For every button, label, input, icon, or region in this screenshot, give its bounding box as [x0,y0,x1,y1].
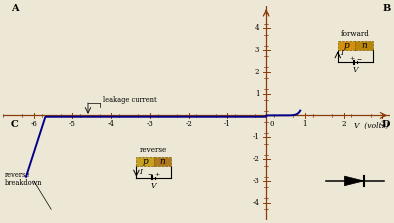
Text: leakage current: leakage current [104,96,157,104]
Text: -6: -6 [30,120,37,128]
Text: p: p [344,41,349,50]
Text: 3: 3 [255,46,259,54]
Text: I: I [340,49,343,57]
Bar [338,41,355,50]
Text: breakdown: breakdown [5,179,42,187]
Bar [154,157,171,166]
Polygon shape [344,176,364,186]
Text: n: n [361,41,367,50]
Text: 1: 1 [255,90,259,98]
Bar [355,41,373,50]
Text: -2: -2 [252,155,259,163]
Text: forward: forward [341,30,370,38]
Text: 0: 0 [269,120,274,128]
Text: V  (volts): V (volts) [353,122,388,130]
Text: I: I [139,168,142,176]
Text: B: B [382,4,390,13]
Text: A: A [11,4,18,13]
Text: n: n [160,157,165,166]
Text: −: − [148,172,153,177]
Text: 2: 2 [341,120,346,128]
Text: reverse: reverse [5,171,30,179]
Text: -1: -1 [252,133,259,141]
Text: −: − [356,56,361,61]
Text: V: V [353,66,358,74]
Text: C: C [11,120,18,129]
Text: reverse: reverse [140,146,167,154]
Text: -2: -2 [185,120,192,128]
Text: -1: -1 [224,120,231,128]
Text: +: + [349,56,354,61]
Text: p: p [142,157,148,166]
Text: 3: 3 [380,120,385,128]
Text: 1: 1 [303,120,307,128]
Bar [136,157,154,166]
Text: D: D [382,120,390,129]
Text: 2: 2 [255,68,259,76]
Text: -4: -4 [252,199,259,207]
Text: -4: -4 [108,120,115,128]
Text: +: + [155,172,160,177]
Text: -3: -3 [253,177,259,185]
Text: -3: -3 [147,120,153,128]
Text: 4: 4 [255,24,259,32]
Text: -5: -5 [69,120,76,128]
Text: V: V [151,182,156,190]
